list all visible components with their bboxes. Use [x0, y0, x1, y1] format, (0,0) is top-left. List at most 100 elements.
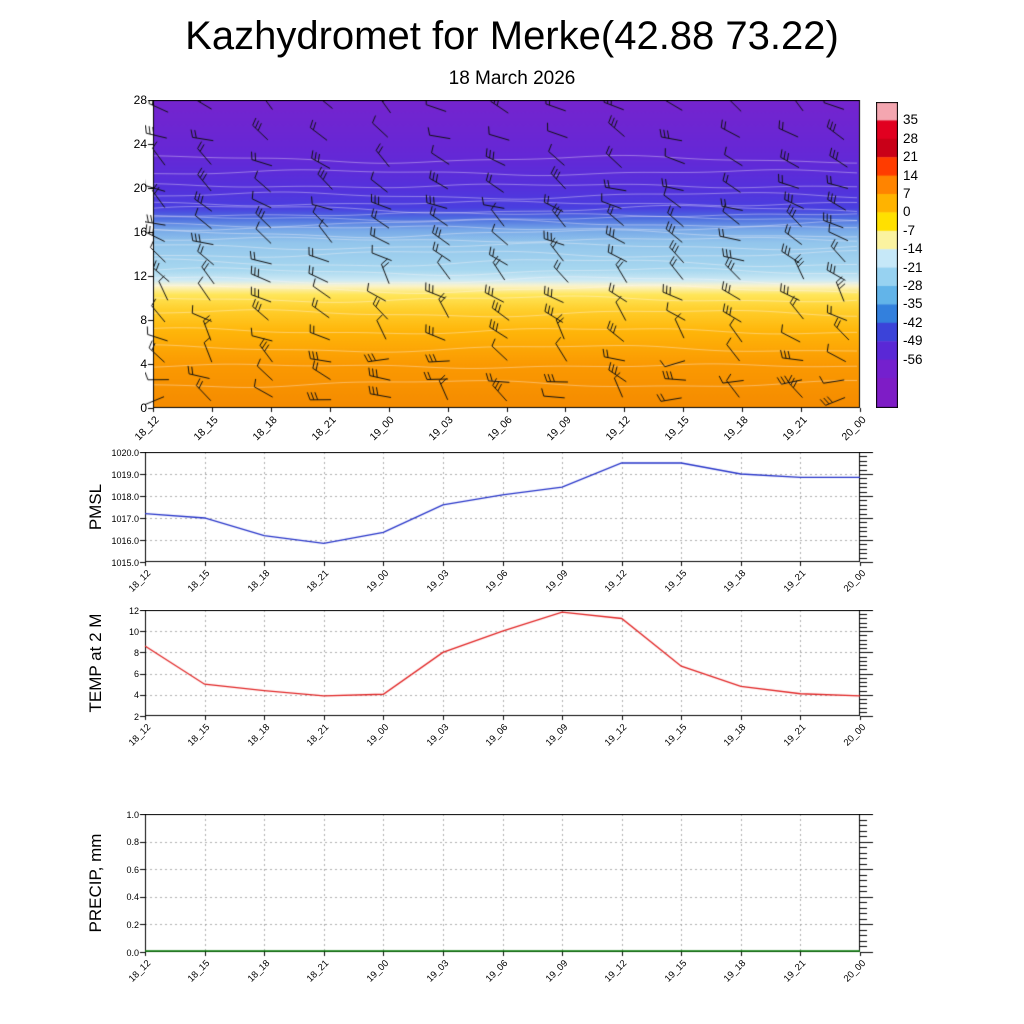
precip-x-tick-label: 19_09 — [543, 958, 570, 985]
colorbar-tick-label: 14 — [903, 167, 919, 183]
temp2m-x-tick-label: 19_00 — [364, 722, 392, 749]
precip-x-tick-label: 19_00 — [364, 958, 392, 985]
cs-x-tick-label: 19_21 — [780, 414, 810, 444]
precip-x-tick-label: 19_03 — [424, 958, 451, 985]
colorbar-tick-label: -28 — [903, 278, 923, 293]
temp2m-x-tick-label: 19_18 — [722, 722, 749, 749]
panel-title-temp2m: TEMP at 2 M — [86, 613, 105, 713]
colorbar-tick-label: 21 — [903, 149, 919, 165]
temp2m-x-tick-label: 20_00 — [841, 722, 868, 749]
pmsl-x-tick-label: 19_06 — [483, 568, 511, 595]
colorbar-tick-label: 28 — [903, 130, 919, 146]
panel-title-pmsl: PMSL — [86, 483, 105, 531]
pmsl-x-tick-label: 19_03 — [424, 568, 451, 595]
cs-x-tick-label: 19_00 — [368, 414, 398, 444]
page-subtitle: 18 March 2026 — [448, 68, 576, 89]
temp2m-y-tick-label: 2 — [133, 711, 139, 722]
temp2m-x-tick-label: 19_15 — [662, 722, 690, 749]
pmsl-x-tick-label: 19_15 — [662, 568, 690, 595]
temp2m-x-tick-label: 18_21 — [305, 722, 332, 749]
cs-y-tick-label: 20 — [133, 181, 147, 195]
cs-x-tick-label: 19_12 — [603, 414, 633, 444]
precip-x-tick-label: 18_18 — [245, 958, 272, 985]
colorbar-tick-label: -56 — [903, 351, 923, 367]
precip-x-tick-label: 20_00 — [841, 958, 868, 985]
precip-x-tick-label: 19_12 — [602, 958, 630, 985]
pmsl-y-tick-label: 1017.0 — [111, 513, 139, 524]
cs-y-tick-label: 8 — [140, 313, 147, 327]
pmsl-x-tick-label: 19_09 — [543, 568, 570, 595]
cs-x-tick-label: 19_15 — [662, 414, 692, 444]
cs-y-tick-label: 4 — [140, 357, 147, 371]
pmsl-x-tick-label: 19_00 — [364, 568, 392, 595]
temp2m-x-tick-label: 19_21 — [781, 722, 809, 749]
colorbar-tick-label: 0 — [903, 204, 911, 220]
temp2m-x-tick-label: 19_06 — [483, 722, 511, 749]
colorbar-tick-label: -42 — [903, 314, 923, 330]
colorbar-tick-label: -49 — [903, 333, 923, 349]
cs-x-tick-label: 18_15 — [191, 414, 221, 444]
precip-y-tick-label: 0.8 — [126, 837, 139, 848]
precip-y-tick-label: 1.0 — [126, 809, 139, 820]
precip-y-tick-label: 0.4 — [126, 892, 139, 903]
page-title: Kazhydromet for Merke(42.88 73.22) — [185, 14, 839, 58]
pmsl-y-tick-label: 1019.0 — [111, 469, 139, 480]
cs-x-tick-label: 18_18 — [250, 414, 280, 444]
precip-x-tick-label: 19_18 — [722, 958, 749, 985]
temp2m-x-tick-label: 19_03 — [424, 722, 451, 749]
colorbar-tick-label: -21 — [903, 259, 923, 275]
temp2m-y-tick-label: 8 — [133, 647, 139, 658]
temp2m-y-tick-label: 10 — [128, 626, 139, 637]
cs-x-tick-label: 20_00 — [839, 414, 869, 444]
precip-x-tick-label: 19_15 — [662, 958, 690, 985]
pmsl-chart — [137, 452, 880, 570]
pmsl-x-tick-label: 19_12 — [602, 568, 630, 595]
temp2m-x-tick-label: 18_15 — [185, 722, 213, 749]
colorbar-tick-label: -35 — [903, 296, 923, 312]
precip-x-tick-label: 19_06 — [483, 958, 511, 985]
pmsl-x-tick-label: 20_00 — [841, 568, 868, 595]
pmsl-x-tick-label: 18_15 — [185, 568, 213, 595]
cs-y-tick-label: 24 — [133, 137, 147, 151]
colorbar-tick-label: -14 — [903, 241, 923, 257]
precip-chart — [137, 814, 880, 960]
colorbar-tick-label: 7 — [903, 186, 911, 201]
temp2m-y-tick-label: 6 — [133, 669, 139, 680]
precip-x-tick-label: 18_15 — [185, 958, 213, 985]
temp2m-x-tick-label: 18_12 — [126, 722, 153, 749]
colorbar-tick-label: -7 — [903, 222, 916, 238]
cs-x-tick-label: 18_12 — [132, 414, 162, 444]
precip-x-tick-label: 18_12 — [126, 958, 153, 985]
pmsl-x-tick-label: 19_18 — [722, 568, 749, 595]
cs-x-tick-label: 19_06 — [485, 414, 515, 444]
temp2m-y-tick-label: 4 — [133, 690, 139, 701]
cs-x-tick-label: 19_09 — [544, 414, 574, 444]
pmsl-x-tick-label: 18_21 — [305, 568, 332, 595]
cs-y-tick-label: 16 — [133, 225, 147, 239]
cs-x-tick-label: 19_03 — [426, 414, 457, 444]
pmsl-x-tick-label: 19_21 — [781, 568, 809, 595]
temp2m-x-tick-label: 19_09 — [543, 722, 570, 749]
pmsl-y-tick-label: 1015.0 — [111, 557, 139, 568]
cs-x-tick-label: 19_18 — [721, 414, 751, 444]
cross-section-chart — [145, 100, 866, 416]
cs-y-tick-label: 0 — [140, 401, 147, 415]
pmsl-x-tick-label: 18_12 — [126, 568, 153, 595]
temp2m-x-tick-label: 19_12 — [602, 722, 630, 749]
colorbar-gradient — [876, 102, 898, 408]
precip-x-tick-label: 18_21 — [305, 958, 332, 985]
pmsl-x-tick-label: 18_18 — [245, 568, 272, 595]
temp2m-y-tick-label: 12 — [128, 605, 139, 616]
precip-y-tick-label: 0.0 — [126, 947, 139, 958]
temp2m-chart — [137, 610, 880, 724]
cs-y-tick-label: 28 — [133, 93, 147, 107]
cs-x-tick-label: 18_21 — [309, 414, 339, 444]
pmsl-y-tick-label: 1018.0 — [111, 491, 139, 502]
cs-y-tick-label: 12 — [133, 269, 147, 283]
precip-y-tick-label: 0.6 — [126, 864, 139, 875]
pmsl-y-tick-label: 1016.0 — [111, 535, 139, 546]
panel-title-precip: PRECIP, mm — [86, 833, 105, 933]
colorbar-tick-label: 35 — [903, 112, 919, 128]
precip-y-tick-label: 0.2 — [126, 919, 139, 930]
